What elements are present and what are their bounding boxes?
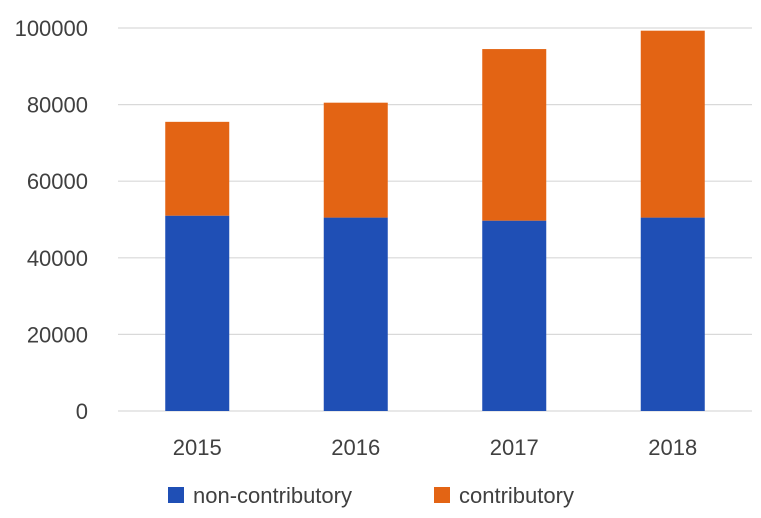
bar-contributory-2017 — [482, 49, 547, 221]
bar-contributory-2015 — [165, 121, 230, 216]
x-tick-label: 2017 — [490, 435, 539, 460]
y-tick-label: 0 — [76, 399, 88, 424]
y-tick-label: 100000 — [15, 16, 88, 41]
bar-contributory-2016 — [323, 102, 388, 218]
x-tick-label: 2018 — [648, 435, 697, 460]
legend-swatch-non-contributory — [168, 487, 184, 503]
x-axis-tick-labels: 2015 2016 2017 2018 — [173, 435, 697, 460]
legend: non-contributory contributory — [168, 483, 574, 508]
bar-non-contributory-2018 — [640, 217, 705, 411]
y-tick-label: 20000 — [27, 322, 88, 347]
y-tick-label: 80000 — [27, 93, 88, 118]
bar-contributory-2018 — [640, 30, 705, 218]
x-tick-label: 2016 — [331, 435, 380, 460]
y-tick-label: 60000 — [27, 169, 88, 194]
legend-label-non-contributory: non-contributory — [193, 483, 352, 508]
legend-label-contributory: contributory — [459, 483, 574, 508]
bar-non-contributory-2015 — [165, 215, 230, 411]
bar-non-contributory-2016 — [323, 217, 388, 411]
y-tick-label: 40000 — [27, 246, 88, 271]
bar-non-contributory-2017 — [482, 220, 547, 411]
x-tick-label: 2015 — [173, 435, 222, 460]
bars — [165, 30, 705, 411]
legend-swatch-contributory — [434, 487, 450, 503]
y-axis-tick-labels: 0 20000 40000 60000 80000 100000 — [15, 16, 88, 424]
